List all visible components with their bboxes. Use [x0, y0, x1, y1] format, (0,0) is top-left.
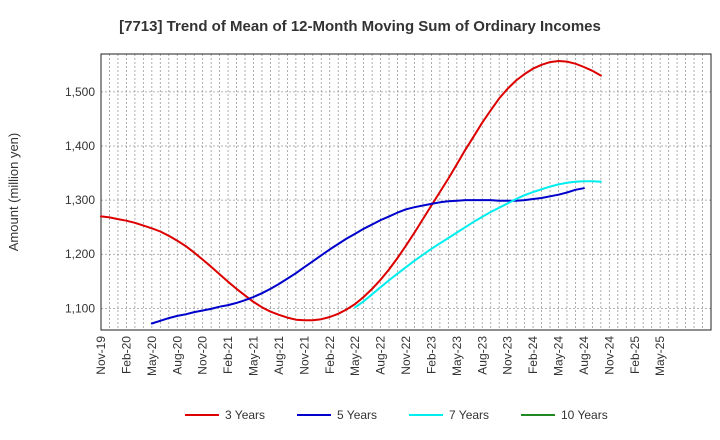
- y-axis: 1,100 1,200 1,300 1,400 1,500: [65, 85, 95, 315]
- y-tick-label: 1,300: [65, 193, 95, 207]
- x-tick-label: Aug-23: [475, 336, 489, 375]
- x-tick-label: Feb-22: [323, 336, 337, 374]
- x-tick-label: Feb-20: [119, 336, 133, 374]
- x-tick-label: May-22: [348, 336, 362, 376]
- legend: 3 Years 5 Years 7 Years 10 Years: [185, 408, 608, 422]
- x-tick-label: Nov-23: [501, 336, 515, 375]
- legend-label: 10 Years: [561, 408, 608, 422]
- series: [100, 60, 602, 325]
- y-tick-label: 1,200: [65, 247, 95, 261]
- x-tick-label: May-25: [653, 336, 667, 376]
- x-tick-label: Feb-21: [221, 336, 235, 374]
- grid: [101, 54, 711, 330]
- x-tick-label: Feb-23: [424, 336, 438, 374]
- legend-label: 7 Years: [449, 408, 489, 422]
- series-line-7-years: [354, 180, 602, 309]
- x-tick-label: Nov-22: [399, 336, 413, 375]
- y-tick-label: 1,400: [65, 139, 95, 153]
- x-tick-label: Feb-25: [628, 336, 642, 374]
- series-line-5-years: [150, 187, 585, 325]
- x-tick-label: May-23: [450, 336, 464, 376]
- series-line-3-years: [100, 60, 602, 322]
- y-axis-label: Amount (million yen): [6, 133, 21, 252]
- y-tick-label: 1,100: [65, 301, 95, 315]
- x-tick-label: May-20: [145, 336, 159, 376]
- x-tick-label: Aug-21: [272, 336, 286, 375]
- x-tick-label: Nov-24: [602, 336, 616, 375]
- y-tick-label: 1,500: [65, 85, 95, 99]
- x-tick-label: Aug-24: [577, 336, 591, 375]
- x-tick-label: Aug-22: [374, 336, 388, 375]
- x-tick-label: Aug-20: [170, 336, 184, 375]
- x-axis: Nov-19 Feb-20 May-20 Aug-20 Nov-20 Feb-21 May-…: [94, 336, 667, 376]
- x-tick-label: May-24: [552, 336, 566, 376]
- x-tick-label: Nov-21: [297, 336, 311, 375]
- legend-label: 5 Years: [337, 408, 377, 422]
- legend-label: 3 Years: [225, 408, 265, 422]
- x-tick-label: May-21: [247, 336, 261, 376]
- x-tick-label: Nov-20: [196, 336, 210, 375]
- x-tick-label: Feb-24: [526, 336, 540, 374]
- x-tick-label: Nov-19: [94, 336, 108, 375]
- plot-area-frame: [100, 53, 712, 331]
- chart-title: [7713] Trend of Mean of 12-Month Moving …: [119, 18, 601, 35]
